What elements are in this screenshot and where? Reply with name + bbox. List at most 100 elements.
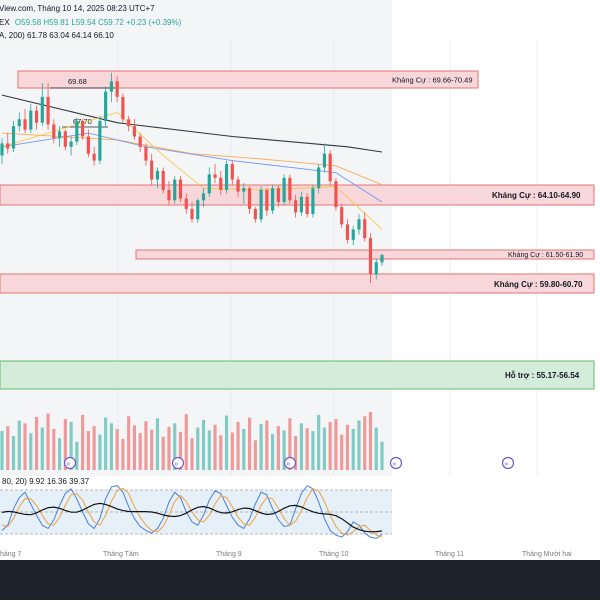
candle-body (340, 207, 344, 225)
candle-body (29, 110, 33, 130)
event-marker[interactable]: » (283, 456, 297, 470)
stochastic-lines (1, 484, 383, 539)
support-zone-1-label: Hỗ trợ : 55.17-56.54 (505, 371, 580, 380)
candle-body (276, 188, 280, 202)
candle-body (138, 136, 142, 147)
candle-body (265, 189, 269, 211)
volume-bar (144, 421, 148, 470)
candle-body (374, 262, 378, 275)
candle-body (109, 81, 113, 92)
candle-body (75, 120, 79, 142)
resistance-zone-3-label: Kháng Cự : 61.50-61.90 (508, 252, 583, 259)
ma-line (1, 132, 383, 203)
volume-bar (345, 424, 350, 470)
time-axis (0, 546, 600, 560)
volume-bar (282, 430, 286, 470)
candle-body (351, 229, 355, 240)
candle-body (0, 143, 4, 156)
volume-bar (52, 428, 56, 470)
volume-bar (34, 416, 39, 470)
volume-bar (69, 421, 73, 470)
candle-body (92, 153, 96, 161)
candle-body (69, 141, 73, 147)
candle-body (46, 96, 50, 125)
volume-bar (334, 419, 338, 470)
volume-bar (224, 415, 229, 470)
candle-body (11, 126, 16, 149)
volume-bar (363, 416, 367, 470)
candle-body (104, 91, 108, 121)
volume-bar (271, 433, 275, 470)
chevron-right-icon: » (66, 461, 70, 468)
candle-body (161, 170, 165, 190)
volume-bar (109, 423, 113, 470)
volume-bar (276, 426, 280, 470)
stoch-legend: 80, 20) 9.92 16.36 39.37 (2, 477, 90, 486)
event-marker[interactable]: » (171, 456, 185, 470)
volume-bar (351, 428, 355, 470)
candle-body (167, 189, 171, 201)
volume-bar (11, 436, 16, 470)
chevron-right-icon: » (504, 461, 508, 468)
volume-bar (196, 427, 200, 470)
candle-body (334, 181, 338, 208)
volume-bar (40, 427, 44, 470)
candle-body (271, 188, 275, 211)
candle-body (155, 170, 160, 180)
candle-body (305, 196, 309, 215)
stoch-slow-line (1, 502, 383, 533)
event-marker[interactable]: » (63, 456, 77, 470)
resistance-zone-4 (0, 273, 595, 294)
volume-bar (374, 427, 378, 470)
ma-line (1, 111, 383, 230)
candle-body (23, 119, 27, 130)
volume-bar (63, 419, 67, 470)
volume-bars (0, 412, 384, 470)
ma-line (1, 132, 383, 186)
time-label-jul: háng 7 (0, 551, 22, 558)
volume-bar (98, 434, 102, 470)
bottom-toolbar (0, 560, 600, 600)
candle-body (380, 255, 384, 263)
chevron-right-icon: » (392, 461, 396, 468)
ma-line (1, 94, 383, 153)
ma-legend: A, 200) 61.78 63.04 64.14 66.10 (0, 31, 114, 40)
volume-bar (242, 428, 246, 470)
candle-body (357, 219, 361, 230)
volume-bar (311, 431, 315, 470)
stoch-d-line (1, 487, 383, 538)
volume-bar (317, 414, 321, 470)
time-label-aug: Tháng Tám (103, 551, 139, 558)
candle-body (288, 177, 292, 201)
candle-body (150, 160, 154, 180)
candle-body (311, 188, 315, 215)
volume-bar (357, 420, 361, 470)
volume-bar (17, 420, 21, 470)
candle-body (328, 153, 332, 182)
candle-body (247, 188, 252, 209)
resistance-zone-2-label: Kháng Cự : 64.10-64.90 (492, 191, 581, 200)
candles (0, 72, 384, 283)
volume-bar (150, 429, 154, 470)
event-marker[interactable]: » (389, 456, 403, 470)
event-marker[interactable]: » (501, 456, 515, 470)
volume-bar (201, 419, 206, 470)
candle-body (230, 164, 234, 180)
volume-bar (247, 417, 252, 470)
volume-bar (46, 413, 50, 470)
volume-bar (294, 436, 298, 470)
support-zone-1 (0, 360, 595, 390)
chevron-right-icon: » (174, 461, 178, 468)
volume-bar (92, 426, 96, 470)
candle-body (86, 136, 90, 154)
time-label-oct: Tháng 10 (319, 551, 349, 558)
volume-bar (29, 433, 33, 470)
candle-body (345, 224, 350, 240)
resistance-zone-4-label: Kháng Cự : 59.80-60.70 (494, 280, 583, 289)
candle-body (178, 179, 183, 199)
candle-body (127, 119, 131, 127)
candle-body (132, 126, 137, 137)
candle-body (144, 146, 148, 161)
volume-bar (161, 436, 165, 470)
